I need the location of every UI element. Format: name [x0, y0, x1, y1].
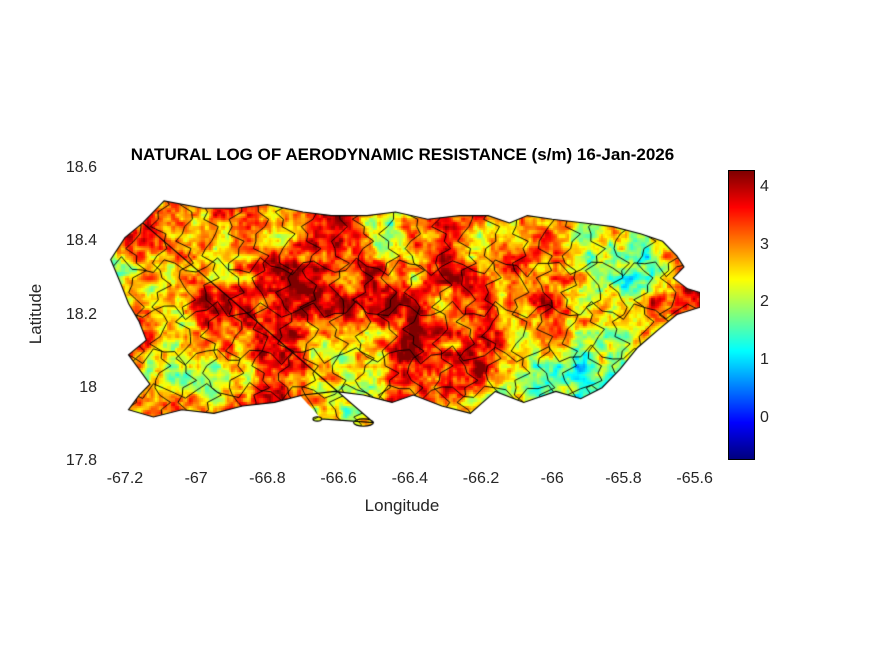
x-tick-label: -67.2 [106, 470, 144, 487]
x-axis-label: Longitude [364, 496, 440, 515]
x-tick-label: -65.6 [676, 470, 713, 487]
x-tick-label: -65.8 [605, 470, 642, 487]
colorbar-tick-label: 3 [760, 235, 769, 253]
colorbar-tick-label: 1 [760, 351, 769, 369]
y-tick-label: 17.8 [65, 452, 97, 469]
x-tick-label: -66.8 [249, 470, 286, 487]
x-tick-label: -67 [184, 470, 208, 487]
x-tick-label: -66.6 [320, 470, 357, 487]
y-tick-label: 18.2 [65, 305, 97, 323]
x-tick-label: -66.4 [391, 470, 429, 487]
colorbar [728, 170, 755, 460]
colorbar-tick-label: 4 [760, 178, 769, 196]
colorbar-tick-label: 2 [760, 293, 769, 311]
x-tick-label: -66 [540, 470, 564, 487]
y-tick-label: 18.6 [65, 159, 97, 176]
y-tick-label: 18 [79, 378, 97, 396]
chart-title: NATURAL LOG OF AERODYNAMIC RESISTANCE (s… [130, 145, 675, 164]
y-tick-label: 18.4 [65, 232, 97, 250]
puerto-rico-heatmap-canvas [105, 168, 700, 461]
x-tick-label: -66.2 [462, 470, 500, 487]
colorbar-tick-label: 0 [760, 408, 769, 426]
